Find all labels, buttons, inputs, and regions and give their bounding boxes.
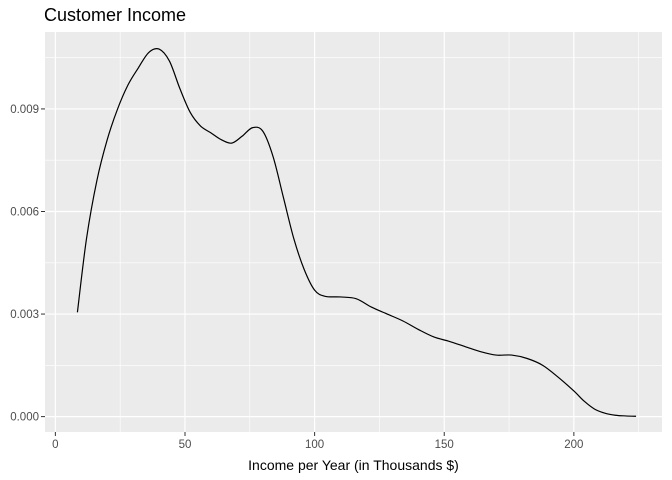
y-tick-label: 0.009 (10, 104, 39, 116)
x-axis: 0 50 100 150 200 (52, 432, 583, 451)
major-gridlines (45, 32, 662, 432)
x-tick-label: 200 (564, 439, 583, 451)
chart-title: Customer Income (44, 5, 187, 25)
x-axis-title: Income per Year (in Thousands $) (248, 457, 459, 473)
plot-panel (45, 32, 662, 432)
x-tick-label: 0 (52, 439, 58, 451)
x-tick-label: 150 (435, 439, 454, 451)
y-tick-label: 0.003 (10, 309, 39, 321)
density-line (76, 47, 637, 417)
x-tick-label: 100 (305, 439, 324, 451)
y-axis: 0.000 0.003 0.006 0.009 (10, 104, 45, 424)
minor-gridlines (45, 32, 662, 432)
x-tick-label: 50 (179, 439, 192, 451)
y-tick-label: 0.006 (10, 206, 39, 218)
y-tick-label: 0.000 (10, 412, 39, 424)
